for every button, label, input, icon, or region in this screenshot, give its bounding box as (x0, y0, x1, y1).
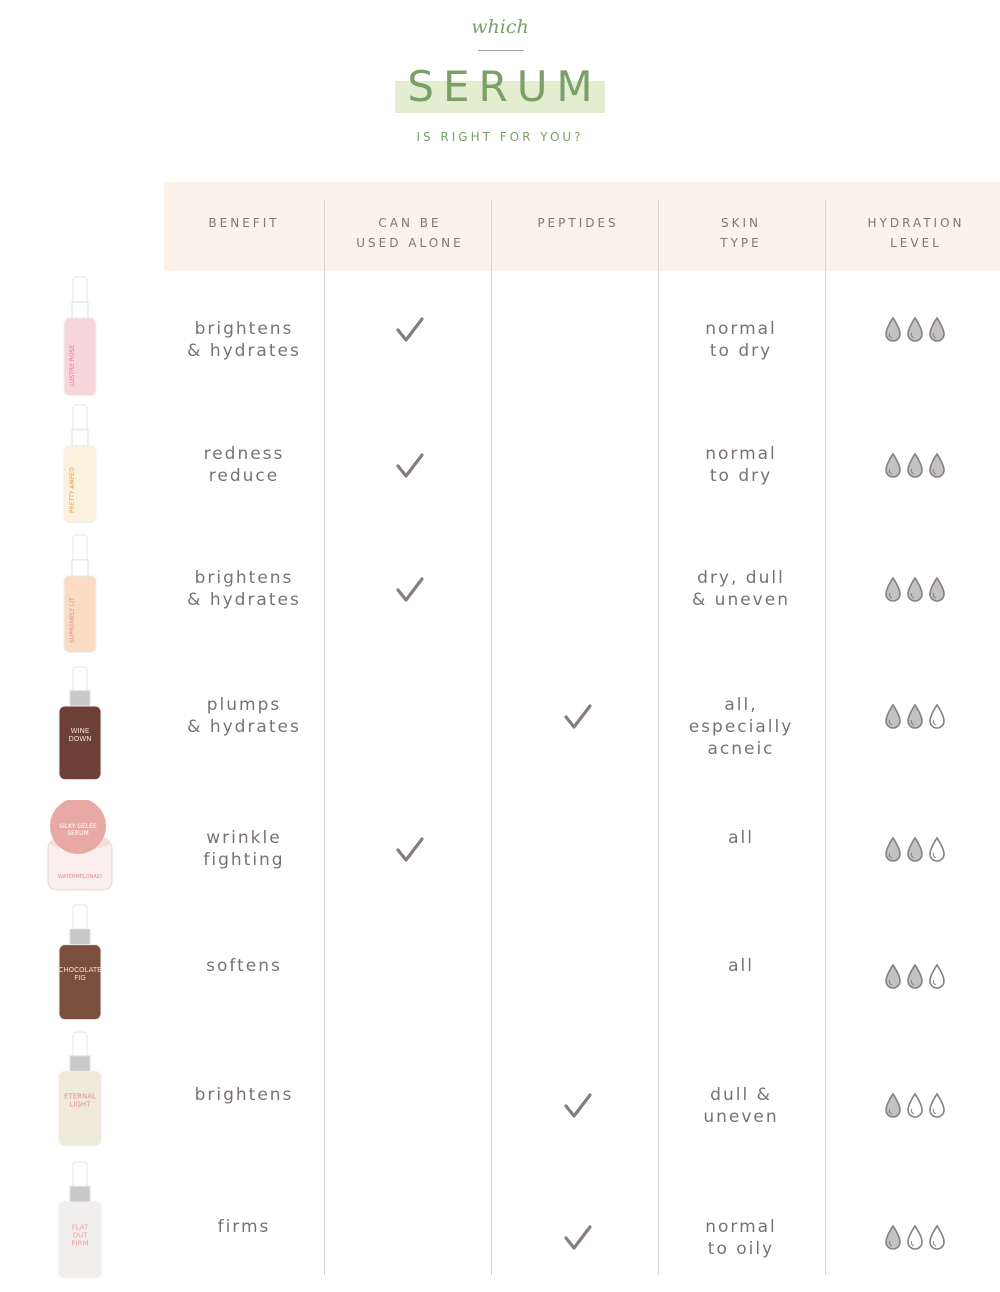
svg-text:CHOCOLATE: CHOCOLATE (58, 966, 101, 974)
title-highlight (395, 81, 605, 113)
checkmark-icon (564, 1093, 592, 1123)
svg-text:FIG: FIG (74, 974, 86, 982)
svg-text:FIRM: FIRM (72, 1240, 89, 1248)
skin-type-cell: dull & uneven (703, 1085, 779, 1127)
product-image: FLAT OUT FIRM (40, 1160, 120, 1280)
benefit-cell: firms (217, 1217, 271, 1237)
page-subtitle: IS RIGHT FOR YOU? (416, 130, 584, 144)
benefit-cell: brightens (194, 1085, 294, 1105)
checkmark-icon (396, 317, 424, 347)
skin-type-cell: all (728, 956, 754, 976)
svg-text:WATERMELONAID: WATERMELONAID (58, 874, 102, 880)
column-header: SKIN TYPE (720, 216, 762, 250)
page-title: SERUM (407, 62, 602, 111)
skin-type-cell: all, especially acneic (688, 695, 794, 759)
benefit-cell: redness reduce (203, 444, 285, 486)
column-header: PEPTIDES (537, 216, 619, 230)
hydration-drops-icon (884, 703, 948, 735)
checkmark-icon (396, 837, 424, 867)
column-header: BENEFIT (208, 216, 280, 230)
column-divider (491, 200, 492, 1275)
skin-type-cell: dry, dull & uneven (692, 568, 790, 610)
product-image: PRETTY AMPED (40, 403, 120, 525)
benefit-cell: brightens & hydrates (187, 568, 301, 610)
skin-type-cell: normal to oily (705, 1217, 777, 1259)
title-kicker: which (471, 16, 529, 38)
product-image: SUPREMELY LIT (40, 533, 120, 655)
product-image: ETERNAL LIGHT (40, 1030, 120, 1148)
hydration-drops-icon (884, 836, 948, 868)
benefit-cell: brightens & hydrates (187, 319, 301, 361)
hydration-drops-icon (884, 963, 948, 995)
hydration-drops-icon (884, 452, 948, 484)
hydration-drops-icon (884, 576, 948, 608)
svg-text:LIGHT: LIGHT (70, 1100, 92, 1108)
svg-text:LUSTRE ROSE: LUSTRE ROSE (69, 345, 76, 386)
checkmark-icon (564, 1225, 592, 1255)
svg-text:SILKY GELÉE: SILKY GELÉE (59, 822, 97, 830)
product-image: SILKY GELÉE SERUM WATERMELONAID (40, 798, 120, 893)
hydration-drops-icon (884, 316, 948, 348)
svg-text:OUT: OUT (73, 1232, 89, 1240)
svg-text:PRETTY AMPED: PRETTY AMPED (69, 467, 76, 513)
hydration-drops-icon (884, 1092, 948, 1124)
svg-text:SERUM: SERUM (67, 830, 88, 837)
skin-type-cell: normal to dry (705, 319, 777, 361)
checkmark-icon (396, 453, 424, 483)
product-image: WINE DOWN (40, 665, 120, 782)
product-image: LUSTRE ROSE (40, 275, 120, 398)
skin-type-cell: normal to dry (705, 444, 777, 486)
benefit-cell: plumps & hydrates (187, 695, 301, 737)
svg-text:SUPREMELY LIT: SUPREMELY LIT (69, 597, 76, 643)
benefit-cell: wrinkle fighting (203, 828, 285, 870)
svg-text:FLAT: FLAT (72, 1224, 89, 1232)
benefit-cell: softens (206, 956, 282, 976)
table-header (164, 182, 1000, 271)
skin-type-cell: all (728, 828, 754, 848)
svg-text:ETERNAL: ETERNAL (64, 1092, 96, 1100)
checkmark-icon (396, 577, 424, 607)
column-divider (324, 200, 325, 1275)
column-divider (658, 200, 659, 1275)
checkmark-icon (564, 704, 592, 734)
svg-text:WINE: WINE (71, 727, 90, 735)
column-divider (825, 200, 826, 1275)
title-divider (478, 50, 524, 51)
column-header: HYDRATION LEVEL (867, 216, 965, 250)
hydration-drops-icon (884, 1224, 948, 1256)
product-image: CHOCOLATE FIG (40, 903, 120, 1022)
svg-text:DOWN: DOWN (68, 735, 91, 743)
column-header: CAN BE USED ALONE (356, 216, 464, 250)
